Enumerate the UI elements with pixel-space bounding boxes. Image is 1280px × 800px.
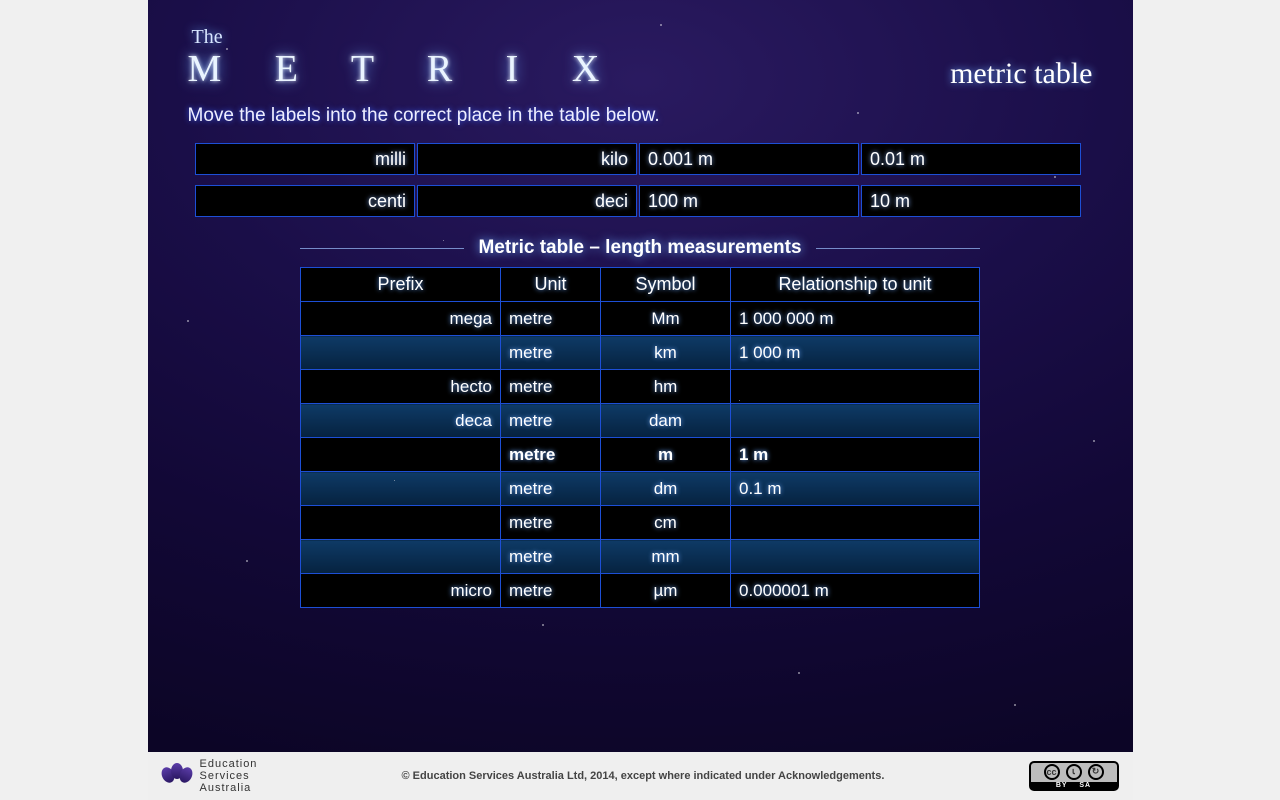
esa-line3: Australia — [200, 782, 258, 794]
cc-icon: cc — [1044, 764, 1060, 780]
table-cell: Mm — [601, 302, 731, 336]
table-row: metremm — [301, 540, 980, 574]
by-icon: ⍳ — [1066, 764, 1082, 780]
table-cell: dm — [601, 472, 731, 506]
table-title-row: Metric table – length measurements — [300, 237, 980, 259]
table-cell: metre — [501, 574, 601, 608]
draggable-label[interactable]: 10 m — [861, 185, 1081, 217]
drop-target-cell[interactable] — [731, 540, 980, 574]
drop-target-cell[interactable] — [301, 336, 501, 370]
table-cell: metre — [501, 302, 601, 336]
table-row: micrometreµm0.000001 m — [301, 574, 980, 608]
title-line-left — [300, 248, 464, 249]
table-cell: micro — [301, 574, 501, 608]
metric-table: PrefixUnitSymbolRelationship to unit meg… — [300, 267, 980, 608]
table-cell: 0.1 m — [731, 472, 980, 506]
table-cell: deca — [301, 404, 501, 438]
table-cell: hecto — [301, 370, 501, 404]
drop-target-cell[interactable] — [301, 506, 501, 540]
label-bank-row: centideci100 m10 m — [195, 185, 1085, 217]
esa-logo-icon — [162, 763, 192, 789]
instruction-text: Move the labels into the correct place i… — [148, 91, 1133, 137]
drop-target-cell[interactable] — [731, 370, 980, 404]
table-cell: hm — [601, 370, 731, 404]
cc-labels: BY SA — [1031, 782, 1117, 789]
table-header-cell: Symbol — [601, 268, 731, 302]
cc-icons: cc ⍳ ↻ — [1044, 764, 1104, 780]
logo-main-text: M E T R I X — [188, 47, 622, 91]
table-cell: µm — [601, 574, 731, 608]
label-bank: millikilo0.001 m0.01 m centideci100 m10 m — [195, 143, 1085, 217]
table-cell: metre — [501, 540, 601, 574]
draggable-label[interactable]: centi — [195, 185, 415, 217]
table-row: metredm0.1 m — [301, 472, 980, 506]
table-row: megametreMm1 000 000 m — [301, 302, 980, 336]
table-cell: metre — [501, 370, 601, 404]
draggable-label[interactable]: 100 m — [639, 185, 859, 217]
title-line-right — [816, 248, 980, 249]
table-cell: metre — [501, 336, 601, 370]
table-header-cell: Prefix — [301, 268, 501, 302]
esa-logo: Education Services Australia — [162, 758, 258, 794]
table-cell: metre — [501, 506, 601, 540]
table-header-cell: Unit — [501, 268, 601, 302]
draggable-label[interactable]: 0.001 m — [639, 143, 859, 175]
sa-icon: ↻ — [1088, 764, 1104, 780]
header: The M E T R I X metric table — [148, 0, 1133, 91]
copyright-text: © Education Services Australia Ltd, 2014… — [275, 770, 1010, 782]
table-title: Metric table – length measurements — [478, 237, 801, 259]
table-cell: metre — [501, 472, 601, 506]
esa-line1: Education — [200, 758, 258, 770]
table-header-cell: Relationship to unit — [731, 268, 980, 302]
footer: Education Services Australia © Education… — [148, 752, 1133, 800]
page-subtitle: metric table — [950, 57, 1092, 91]
logo-small-text: The — [192, 26, 622, 49]
cc-badge[interactable]: cc ⍳ ↻ BY SA — [1029, 761, 1119, 791]
table-cell: dam — [601, 404, 731, 438]
table-cell: metre — [501, 438, 601, 472]
draggable-label[interactable]: deci — [417, 185, 637, 217]
drop-target-cell[interactable] — [301, 438, 501, 472]
table-cell: 1 m — [731, 438, 980, 472]
table-cell: mega — [301, 302, 501, 336]
draggable-label[interactable]: 0.01 m — [861, 143, 1081, 175]
table-row: metrem1 m — [301, 438, 980, 472]
table-row: decametredam — [301, 404, 980, 438]
esa-logo-text: Education Services Australia — [200, 758, 258, 794]
drop-target-cell[interactable] — [731, 506, 980, 540]
table-cell: 1 000 000 m — [731, 302, 980, 336]
logo: The M E T R I X — [188, 26, 622, 91]
draggable-label[interactable]: milli — [195, 143, 415, 175]
table-cell: cm — [601, 506, 731, 540]
drop-target-cell[interactable] — [731, 404, 980, 438]
table-cell: 0.000001 m — [731, 574, 980, 608]
drop-target-cell[interactable] — [301, 540, 501, 574]
table-cell: metre — [501, 404, 601, 438]
label-bank-row: millikilo0.001 m0.01 m — [195, 143, 1085, 175]
table-cell: mm — [601, 540, 731, 574]
draggable-label[interactable]: kilo — [417, 143, 637, 175]
table-row: hectometrehm — [301, 370, 980, 404]
table-row: metrecm — [301, 506, 980, 540]
table-row: metrekm1 000 m — [301, 336, 980, 370]
metric-table-wrap: Metric table – length measurements Prefi… — [300, 237, 980, 608]
app-stage: The M E T R I X metric table Move the la… — [148, 0, 1133, 800]
table-cell: km — [601, 336, 731, 370]
table-cell: m — [601, 438, 731, 472]
table-cell: 1 000 m — [731, 336, 980, 370]
esa-line2: Services — [200, 770, 258, 782]
drop-target-cell[interactable] — [301, 472, 501, 506]
